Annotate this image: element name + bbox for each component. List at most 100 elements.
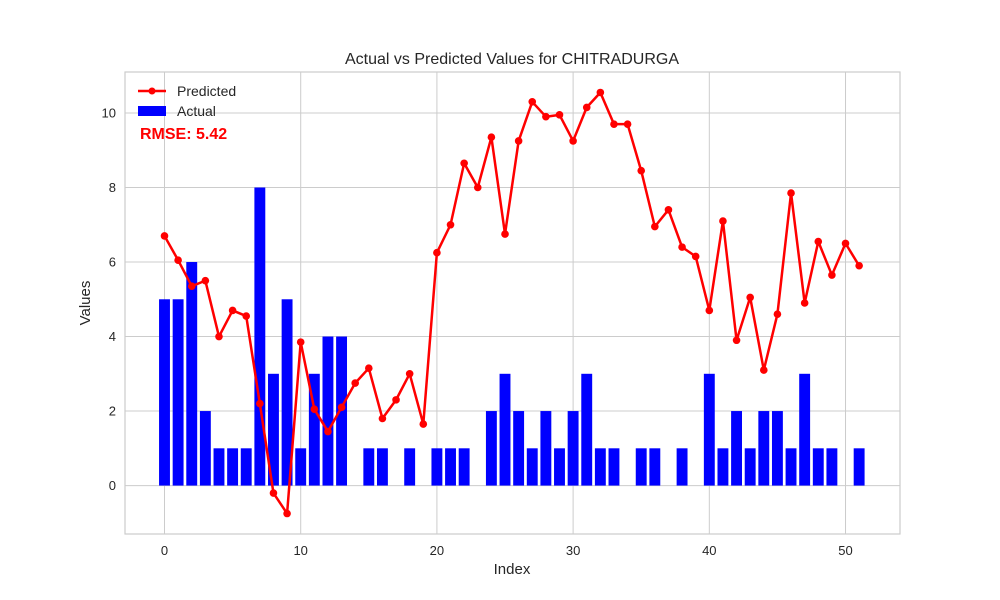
actual-bar [676,448,688,486]
actual-bar [322,336,334,486]
x-tick-label: 50 [838,543,852,558]
actual-bars [159,187,865,486]
predicted-point [542,112,550,121]
actual-bar [526,448,538,486]
x-tick-label: 30 [566,543,580,558]
actual-bar [554,448,565,486]
predicted-point [187,282,196,291]
actual-bar [853,448,865,486]
predicted-point [419,420,428,428]
predicted-point [800,299,809,307]
predicted-point [814,237,823,246]
predicted-point [773,310,782,318]
predicted-point [446,220,455,229]
predicted-point [787,189,795,197]
predicted-point [392,396,400,404]
legend-actual-label: Actual [177,103,216,119]
actual-bar [363,448,375,486]
predicted-point [160,232,169,240]
predicted-point [610,120,618,128]
predicted-point [365,364,373,373]
predicted-point [705,306,714,315]
actual-bar [485,411,497,486]
plot-frame [124,71,901,535]
predicted-point [569,137,577,145]
actual-bar [635,448,647,486]
actual-bar [159,299,170,486]
actual-bar [499,373,511,486]
y-tick-label: 6 [109,255,116,270]
actual-bar [513,411,525,486]
x-tick-label: 10 [293,543,307,558]
predicted-point [324,427,332,436]
actual-bar [281,299,293,486]
actual-bar [376,448,388,486]
actual-bar [758,411,770,486]
predicted-point [460,159,468,168]
actual-bar [785,448,797,486]
y-tick-label: 2 [109,404,116,419]
actual-bar [199,411,211,486]
x-tick-labels: 0 10 20 30 40 50 [161,543,853,558]
actual-bar [744,448,756,486]
actual-bar [731,411,743,486]
predicted-point [487,133,496,142]
predicted-line [160,88,863,518]
predicted-point [351,379,359,387]
predicted-point [473,183,482,192]
actual-bar [295,448,307,486]
actual-bar [458,448,470,486]
predicted-point [746,293,754,302]
actual-bar [826,448,838,486]
predicted-point [732,336,741,345]
actual-bar [186,262,198,486]
actual-bar [227,448,239,486]
actual-bar [308,373,320,486]
chart-title: Actual vs Predicted Values for CHITRADUR… [345,51,679,68]
predicted-point [228,306,237,315]
y-tick-label: 0 [109,478,116,493]
predicted-point [405,369,414,378]
predicted-point [759,366,768,374]
x-tick-label: 40 [702,543,716,558]
actual-bar [268,373,279,486]
legend-predicted-label: Predicted [177,83,236,99]
x-axis-label: Index [494,561,531,578]
predicted-point [623,120,632,128]
actual-bar [404,448,416,486]
predicted-point [242,312,251,320]
predicted-point [256,399,264,408]
actual-bar [812,448,824,486]
predicted-point [514,137,523,145]
predicted-point [296,338,305,346]
predicted-point [719,217,727,225]
actual-bar [581,373,593,486]
predicted-point [283,509,291,518]
y-tick-labels: 0 2 4 6 8 10 [102,105,116,493]
predicted-point [501,230,509,238]
actual-bar [717,448,729,486]
rmse-annotation: RMSE: 5.42 [140,126,227,143]
predicted-point [174,256,182,264]
plot-area [125,72,900,534]
actual-bar [213,448,225,486]
actual-bar [703,373,715,486]
actual-bar [172,299,184,486]
legend-predicted-marker-icon [148,87,156,95]
predicted-point [528,98,537,106]
y-axis-label: Values [77,281,94,326]
actual-bar [240,448,252,486]
predicted-point [378,414,387,423]
actual-bar [431,448,443,486]
predicted-series-line [163,91,861,515]
predicted-point [596,88,605,97]
predicted-point [310,405,319,413]
predicted-point [678,243,686,251]
y-tick-label: 8 [109,180,116,195]
predicted-point [828,271,836,279]
legend: Predicted Actual [138,83,236,119]
y-tick-label: 4 [109,329,116,344]
predicted-point [691,252,700,261]
actual-bar [445,448,456,486]
